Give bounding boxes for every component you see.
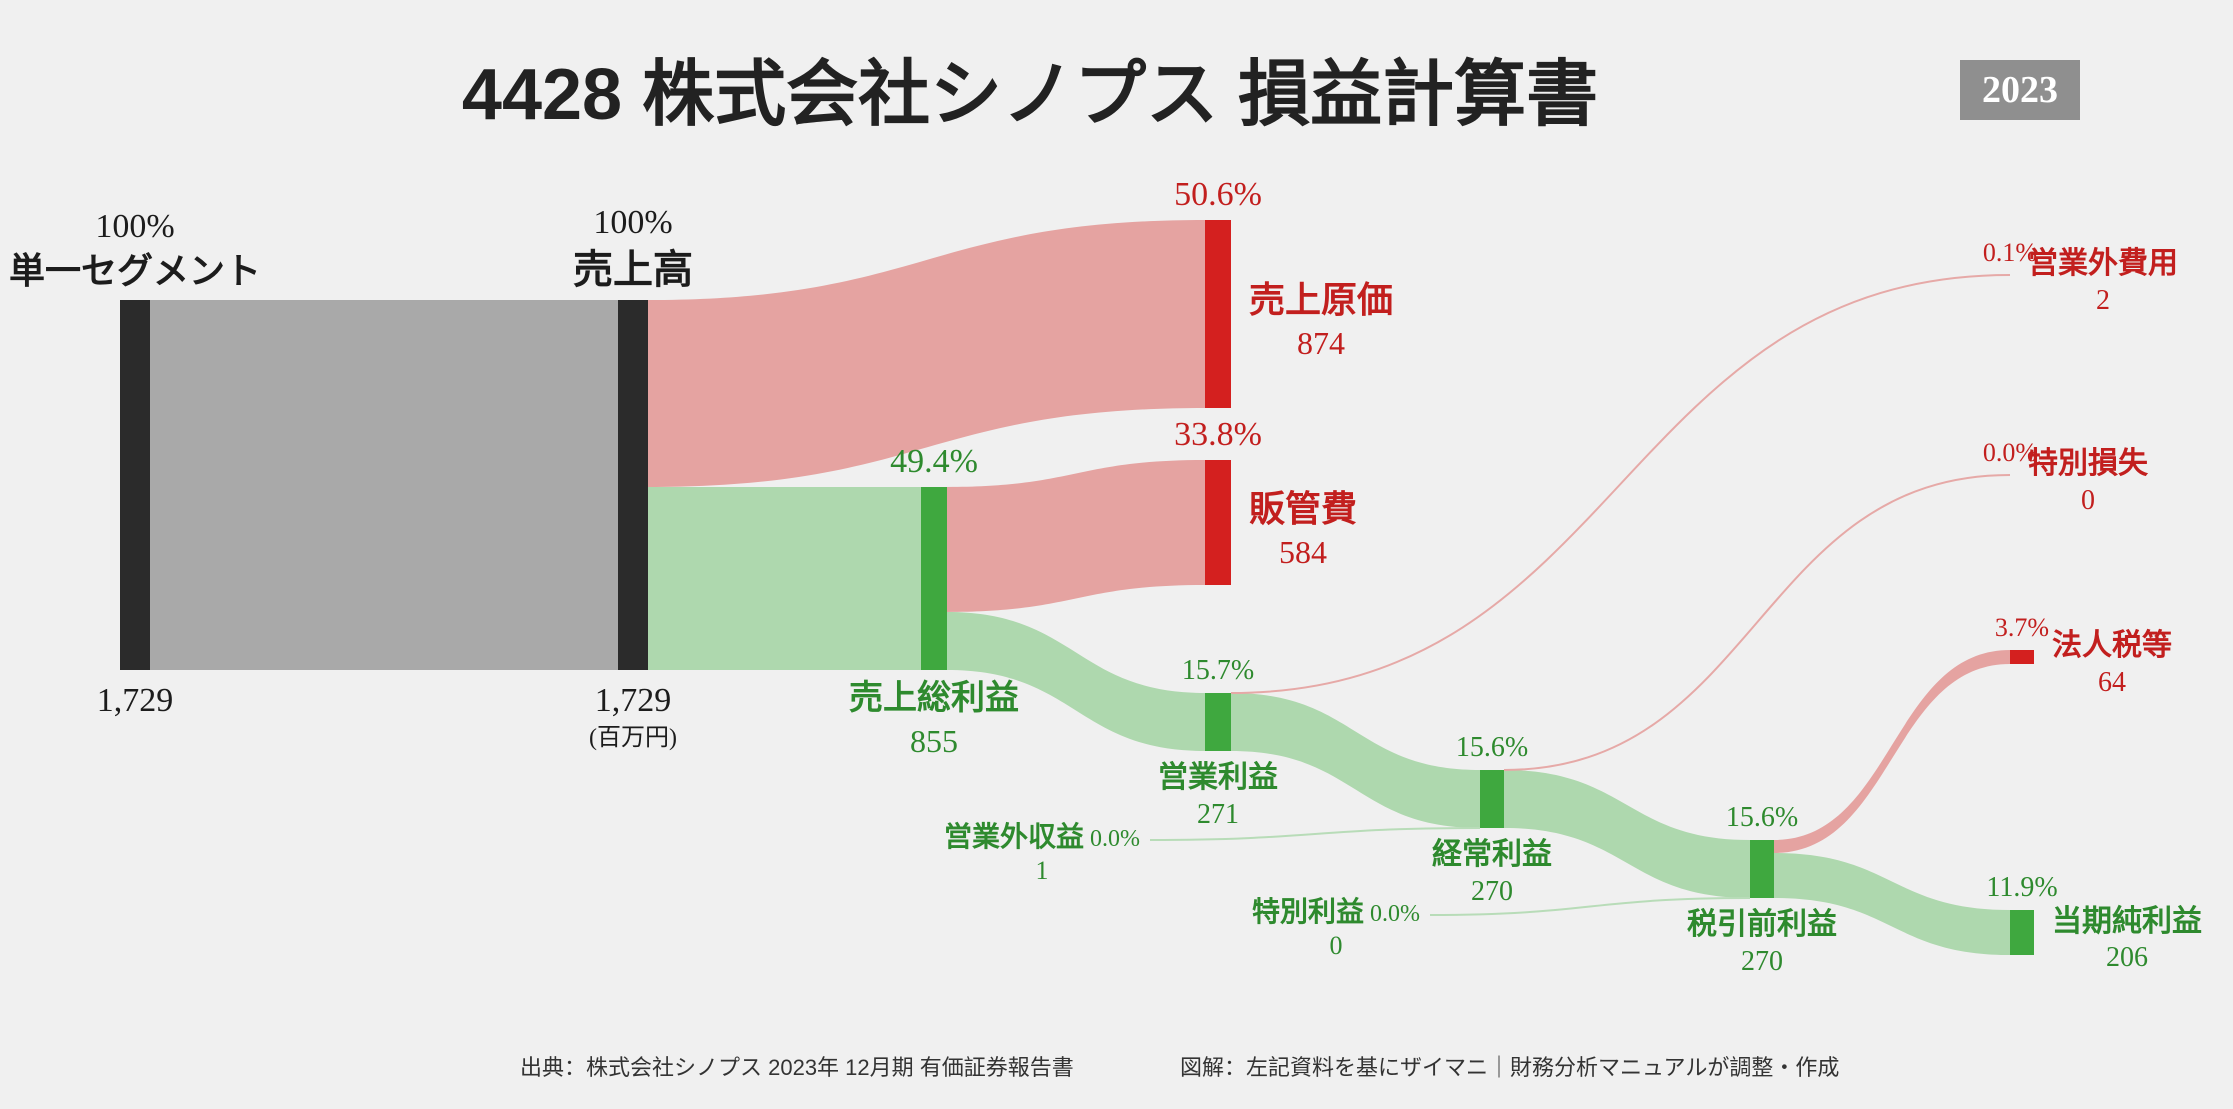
- pct-sga: 33.8%: [1174, 414, 1262, 457]
- pct-cogs: 50.6%: [1174, 174, 1262, 217]
- node-revenue: [618, 300, 648, 670]
- pct-gross: 49.4%: [890, 441, 978, 484]
- tiny-inflow-1: 特別利益0.0%0: [1252, 895, 1420, 963]
- footer-right: 図解：左記資料を基にザイマニ｜財務分析マニュアルが調整・作成: [1180, 1050, 1839, 1082]
- label-cogs: 売上原価 874: [1249, 278, 1393, 363]
- label-revenue: 100% 売上高: [573, 202, 693, 295]
- value-segment: 1,729: [97, 680, 174, 723]
- node-cogs: [1205, 220, 1231, 408]
- label-ordInc: 経常利益 270: [1432, 836, 1552, 909]
- flow-segment-revenue: [150, 300, 618, 670]
- node-netInc: [2010, 910, 2034, 955]
- label-sga: 販管費 584: [1249, 487, 1357, 572]
- page-title: 4428 株式会社シノプス 損益計算書: [462, 35, 1598, 140]
- pct-ordInc: 15.6%: [1456, 730, 1528, 765]
- label-nonOpExp: 営業外費用 2: [2028, 245, 2178, 318]
- node-sga: [1205, 460, 1231, 585]
- node-opInc: [1205, 693, 1231, 751]
- flow-layer: [0, 0, 2233, 1109]
- tiny-inflow-0: 営業外収益0.0%1: [944, 820, 1140, 888]
- sankey-canvas: 100% 単一セグメント 1,729 100% 売上高 1,729(百万円) 50.6%…: [0, 0, 2233, 1109]
- label-netInc: 当期純利益 206: [2052, 903, 2202, 976]
- pct-pretax: 15.6%: [1726, 800, 1798, 835]
- value-revenue: 1,729(百万円): [589, 680, 677, 753]
- label-opInc: 営業利益 271: [1158, 759, 1278, 832]
- node-tax: [2010, 650, 2034, 664]
- label-tax: 法人税等 64: [2052, 627, 2172, 700]
- flow-revenue-gross: [648, 487, 921, 670]
- flow-gross-sga: [947, 460, 1205, 612]
- label-segment: 100% 単一セグメント: [9, 206, 261, 294]
- pct-tax: 3.7%: [1995, 612, 2049, 645]
- thin-flow: [1504, 475, 2010, 770]
- flow-pretax-tax: [1774, 650, 2010, 853]
- footer-left: 出典：株式会社シノプス 2023年 12月期 有価証券報告書: [520, 1050, 1074, 1082]
- pct-netInc: 11.9%: [1986, 870, 2057, 905]
- node-ordInc: [1480, 770, 1504, 828]
- label-gross: 売上総利益 855: [849, 678, 1019, 761]
- year-badge: 2023: [1960, 60, 2080, 120]
- node-pretax: [1750, 840, 1774, 898]
- node-segment: [120, 300, 150, 670]
- node-gross: [921, 487, 947, 670]
- label-extraLoss: 特別損失 0: [2028, 445, 2148, 518]
- label-pretax: 税引前利益 270: [1687, 906, 1837, 979]
- pct-opInc: 15.7%: [1182, 653, 1254, 688]
